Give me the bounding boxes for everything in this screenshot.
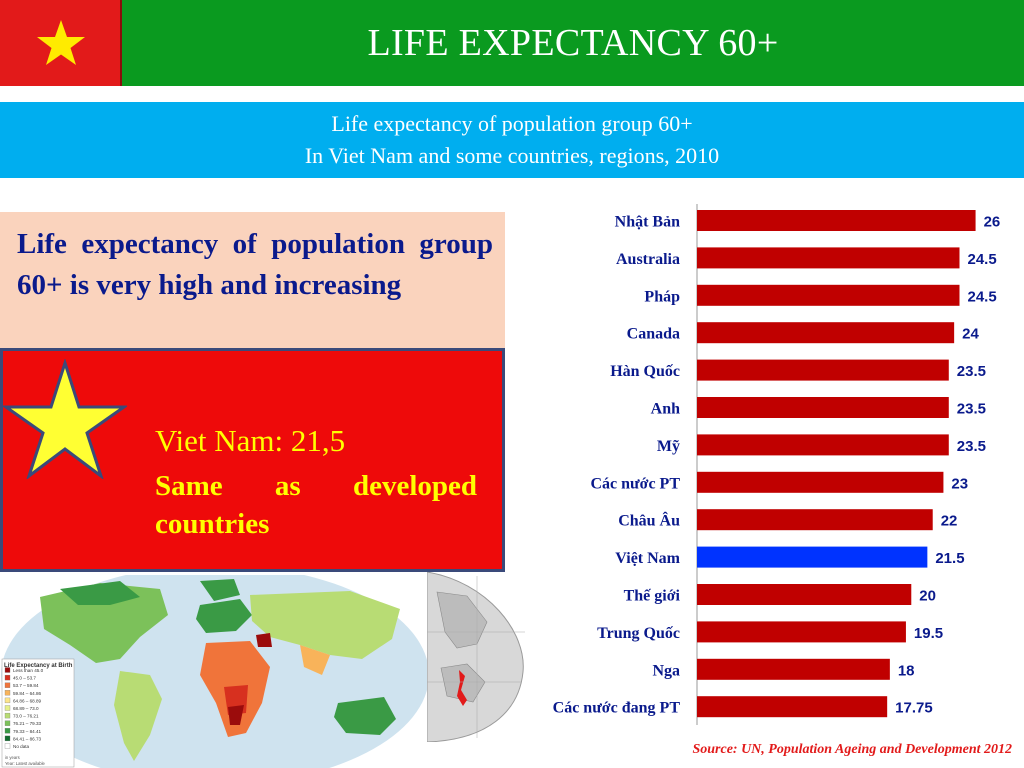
map-legend-swatch [4,728,11,734]
value-label: 24.5 [968,288,997,305]
category-label: Canada [627,326,680,343]
map-legend-swatch [4,743,11,749]
value-label: 23.5 [957,363,986,380]
bar [697,696,888,718]
bar-highlight [697,546,928,568]
bar [697,434,949,456]
source-note: Source: UN, Population Ageing and Develo… [692,742,1012,757]
bar [697,658,890,680]
map-legend-swatch [4,720,11,726]
star-icon [3,359,127,479]
bar [697,397,949,418]
subtitle-line-1: Life expectancy of population group 60+ [331,111,693,136]
map-legend-label: 73.0 – 76.21 [13,714,39,719]
vietnam-comparison-text: Same as developed countries [155,470,477,540]
map-legend-swatch [4,735,11,742]
map-legend-label: 45.0 – 53.7 [13,676,36,681]
map-legend-label: 53.7 – 59.84 [13,683,39,688]
bar [697,584,912,605]
globe-vietnam-map [427,572,525,742]
value-label: 23 [951,475,968,492]
subtitle-line-2: In Viet Nam and some countries, regions,… [304,143,720,168]
map-legend-footnote-year: Year: Latest available [5,761,46,766]
map-legend-label: No data [13,744,30,749]
map-legend-swatch [4,712,11,719]
vietnam-shape [457,670,467,706]
vietnam-flag [0,0,122,86]
bar [697,359,949,381]
bar [697,247,960,269]
bar [697,210,976,231]
map-legend-swatch [4,705,11,711]
map-legend-label: 68.89 – 73.0 [13,706,39,711]
value-label: 22 [941,513,958,530]
map-legend: Life Expectancy at Birth Less than 45.0 4… [1,658,75,768]
value-label: 24.5 [968,251,997,268]
info-text: Life expectancy of population group 60+ … [17,228,493,301]
map-legend-footnote-unit: in years [5,755,20,760]
map-legend-label: 84.41 – 86.73 [13,736,42,741]
category-label: Châu Âu [618,511,680,530]
category-label: Thế giới [624,588,681,605]
category-label: Các nước đang PT [553,700,681,717]
bar [697,509,933,531]
life-expectancy-bar-chart: Nhật Bản 26 Australia 24.5 Pháp 24.5 Canada 24 H… [553,204,1001,725]
category-label: Hàn Quốc [610,363,680,380]
map-legend-label: Less than 45.0 [13,668,44,673]
chart-subtitle: Life expectancy of population group 60+ … [0,102,1024,178]
value-label: 24 [962,326,979,343]
bar [697,621,906,643]
category-label: Australia [616,251,680,268]
value-label: 23.5 [957,438,986,455]
map-legend-label: 64.86 – 68.89 [13,698,42,703]
map-legend-swatch [4,674,11,681]
bar [697,322,955,344]
value-label: 21.5 [935,550,964,567]
map-legend-swatch [4,697,11,704]
north-america-shape [40,583,168,663]
star-icon [37,20,85,65]
bar [697,471,944,493]
category-label: Các nước PT [590,475,680,492]
map-legend-label: 79.33 – 84.41 [13,729,42,734]
category-label: Pháp [644,288,680,305]
value-label: 26 [984,214,1001,231]
value-label: 19.5 [914,625,943,642]
category-label: Trung Quốc [597,625,680,642]
south-america-shape [114,671,162,761]
vietnam-heading: Viet Nam: 21,5 [155,423,346,458]
category-label: Mỹ [657,438,680,455]
map-legend-title: Life Expectancy at Birth [4,663,73,669]
category-label: Anh [651,401,680,418]
value-label: 20 [919,588,936,605]
vietnam-highlight-box: Viet Nam: 21,5 Same as developed countri… [0,348,505,572]
category-label: Nhật Bản [615,214,680,231]
world-map: Life Expectancy at Birth Less than 45.0 4… [1,575,429,768]
value-label: 18 [898,662,915,679]
category-label: Việt Nam [615,550,680,567]
value-label: 17.75 [895,700,933,717]
value-label: 23.5 [957,401,986,418]
map-legend-swatch [4,667,11,673]
bar [697,284,960,306]
title-bar: LIFE EXPECTANCY 60+ [0,0,1024,86]
map-legend-swatch [4,682,11,688]
map-legend-label: 76.21 – 79.33 [13,721,42,726]
info-box: Life expectancy of population group 60+ … [0,212,505,350]
page-title: LIFE EXPECTANCY 60+ [367,22,779,64]
category-label: Nga [652,662,680,679]
australia-shape [334,697,396,735]
map-legend-label: 59.84 – 64.86 [13,691,42,696]
map-legend-swatch [4,690,11,696]
